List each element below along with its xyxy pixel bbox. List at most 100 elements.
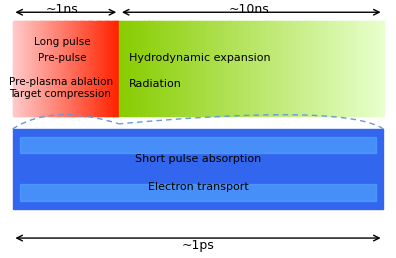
Bar: [84, 21, 85, 116]
Bar: [135, 21, 137, 116]
Text: Short pulse absorption: Short pulse absorption: [135, 154, 261, 164]
Bar: [333, 21, 335, 116]
Bar: [100, 21, 101, 116]
Bar: [68, 21, 69, 116]
Bar: [364, 21, 366, 116]
Bar: [103, 21, 104, 116]
Bar: [307, 21, 308, 116]
Bar: [78, 21, 79, 116]
Bar: [31, 21, 32, 116]
Bar: [365, 21, 367, 116]
Bar: [192, 21, 194, 116]
Bar: [348, 21, 350, 116]
Bar: [78, 21, 80, 116]
Bar: [245, 21, 246, 116]
Bar: [122, 21, 124, 116]
Bar: [262, 21, 264, 116]
Bar: [219, 21, 221, 116]
Bar: [147, 21, 148, 116]
Bar: [113, 21, 114, 116]
Bar: [324, 21, 326, 116]
Bar: [92, 21, 93, 116]
Bar: [18, 21, 19, 116]
Bar: [39, 21, 40, 116]
Bar: [308, 21, 310, 116]
Bar: [214, 21, 216, 116]
Bar: [107, 21, 108, 116]
Bar: [222, 21, 224, 116]
Bar: [106, 21, 107, 116]
Bar: [201, 21, 203, 116]
Bar: [234, 21, 236, 116]
Bar: [48, 21, 49, 116]
Bar: [172, 21, 174, 116]
Bar: [223, 21, 225, 116]
Bar: [59, 21, 60, 116]
Bar: [237, 21, 238, 116]
Bar: [286, 21, 287, 116]
Bar: [211, 21, 213, 116]
Bar: [373, 21, 375, 116]
Bar: [313, 21, 315, 116]
Bar: [86, 21, 87, 116]
Bar: [248, 21, 249, 116]
Bar: [287, 21, 289, 116]
Bar: [25, 21, 26, 116]
Bar: [221, 21, 223, 116]
Bar: [22, 21, 23, 116]
Bar: [274, 21, 276, 116]
Bar: [50, 21, 51, 116]
Bar: [276, 21, 278, 116]
Bar: [181, 21, 183, 116]
Bar: [198, 21, 200, 116]
Bar: [16, 21, 17, 116]
Bar: [149, 21, 151, 116]
Bar: [91, 21, 92, 116]
Bar: [151, 21, 152, 116]
Bar: [379, 21, 381, 116]
Bar: [156, 21, 158, 116]
Bar: [72, 21, 73, 116]
Bar: [229, 21, 230, 116]
Bar: [57, 21, 58, 116]
Bar: [32, 21, 33, 116]
Bar: [118, 21, 119, 116]
Bar: [317, 21, 319, 116]
Bar: [94, 21, 95, 116]
Bar: [139, 21, 141, 116]
Bar: [337, 21, 339, 116]
Bar: [21, 137, 375, 153]
Bar: [374, 21, 376, 116]
Bar: [40, 21, 41, 116]
Bar: [28, 21, 29, 116]
Bar: [51, 21, 52, 116]
Bar: [97, 21, 98, 116]
Bar: [95, 21, 96, 116]
Bar: [190, 21, 192, 116]
Bar: [215, 21, 217, 116]
Bar: [272, 21, 274, 116]
Bar: [194, 21, 196, 116]
Bar: [288, 21, 290, 116]
Bar: [43, 21, 44, 116]
Bar: [164, 21, 166, 116]
Bar: [82, 21, 83, 116]
Bar: [61, 21, 63, 116]
Bar: [238, 21, 240, 116]
Bar: [315, 21, 316, 116]
Bar: [69, 21, 70, 116]
Bar: [107, 21, 108, 116]
Bar: [74, 21, 75, 116]
Bar: [381, 21, 383, 116]
Bar: [361, 21, 363, 116]
Bar: [177, 21, 179, 116]
Bar: [41, 21, 42, 116]
Bar: [259, 21, 261, 116]
Bar: [316, 21, 318, 116]
Bar: [56, 21, 57, 116]
Bar: [41, 21, 42, 116]
Bar: [73, 21, 74, 116]
Bar: [64, 21, 65, 116]
Bar: [47, 21, 48, 116]
Bar: [50, 21, 51, 116]
